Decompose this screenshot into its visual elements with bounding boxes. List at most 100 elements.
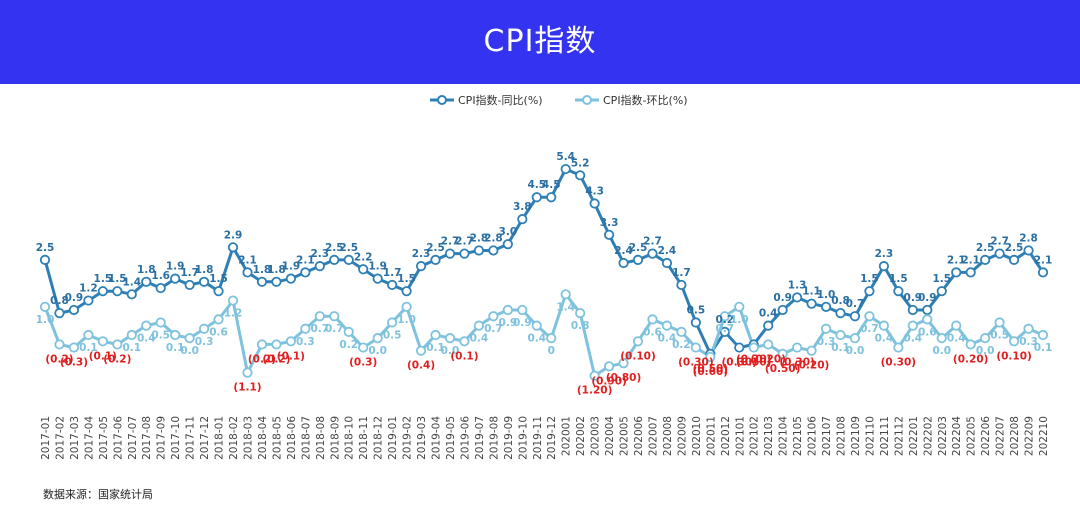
data-point-0-48 [734,342,745,353]
data-label-1-69: 0.1 [1034,342,1053,354]
x-tick-label-7: 2017-08 [141,416,153,460]
data-label-0-15: 1.8 [253,264,272,276]
data-label-0-56: 0.7 [846,298,865,310]
data-label-0-59: 1.5 [889,273,908,285]
data-point-0-42 [647,248,658,259]
data-label-1-25: 1.0 [397,314,416,326]
data-point-0-8 [155,282,166,294]
data-label-1-3: 0.1 [79,342,98,354]
data-point-0-68 [1023,245,1034,256]
data-point-1-12 [213,314,224,325]
data-label-0-25: 1.5 [397,273,416,285]
x-tick-label-58: 202111 [879,416,891,456]
x-tick-label-67: 202208 [1009,416,1021,456]
data-point-1-9 [170,329,181,341]
data-point-0-43 [661,257,673,269]
data-label-1-63: 0.4 [947,333,966,345]
data-label-0-54: 1.0 [817,289,836,301]
x-axis-ticks: 2017-01 2017-02 2017-03 2017-04 2017-05 2017-… [40,416,1050,460]
data-point-1-40 [618,358,629,369]
x-tick-label-66: 202207 [995,416,1007,456]
data-label-0-37: 5.2 [571,157,590,169]
data-label-1-21: 0.2 [339,339,358,351]
data-point-1-53 [806,345,817,356]
x-tick-label-30: 2019-07 [474,416,486,460]
data-label-1-0: 1.0 [36,314,55,326]
data-label-1-54: 0.3 [817,336,836,348]
data-point-0-39 [603,229,615,240]
x-tick-label-18: 2018-07 [300,416,312,460]
data-point-0-13 [227,242,239,253]
data-label-0-32: 3.0 [499,226,518,238]
x-tick-label-29: 2019-06 [459,416,471,460]
data-point-1-43 [661,320,673,331]
data-label-1-26: (0.4) [407,360,435,372]
data-label-1-4: (0.1) [89,350,117,362]
data-point-1-18 [300,323,311,334]
data-point-0-57 [864,286,875,297]
data-point-0-52 [792,292,803,303]
data-point-0-67 [1008,254,1020,265]
data-point-0-59 [893,286,904,297]
data-label-0-49: (0.20) [736,353,772,365]
data-label-0-58: 2.3 [875,248,894,260]
data-label-1-22: (0.3) [349,357,377,369]
x-tick-label-5: 2017-06 [112,416,124,460]
data-label-1-43: 0.4 [658,333,677,345]
data-label-0-11: 1.8 [195,264,214,276]
data-point-0-69 [1037,267,1049,278]
x-tick-label-46: 202011 [705,416,717,456]
x-tick-label-8: 2017-09 [156,416,168,460]
data-point-0-21 [343,254,354,265]
data-label-0-5: 1.5 [108,273,127,285]
data-point-0-30 [473,245,485,256]
x-tick-label-31: 2019-08 [488,416,500,460]
data-point-0-40 [618,257,629,269]
data-point-1-4 [97,336,108,347]
data-label-0-57: 1.5 [860,273,879,285]
x-tick-label-22: 2018-11 [358,416,370,460]
data-point-0-27 [430,254,441,265]
data-point-1-25 [401,301,412,312]
data-point-0-64 [965,267,976,278]
data-label-1-52: (0.30) [779,357,815,369]
data-label-0-16: 1.8 [267,264,286,276]
data-label-0-68: 2.8 [1019,232,1038,244]
data-point-1-14 [242,367,253,378]
data-point-1-63 [951,320,962,331]
data-label-0-0: 2.5 [36,242,55,254]
data-point-0-35 [546,192,557,203]
data-label-1-68: 0.3 [1019,336,1038,348]
data-label-1-1: (0.2) [45,353,73,365]
data-label-1-13: 1.2 [224,308,243,320]
data-label-1-33: 0.9 [513,317,532,329]
x-tick-label-10: 2017-11 [185,416,197,460]
data-label-1-29: (0.1) [450,350,478,362]
data-point-0-5 [112,286,123,297]
legend-label-1: CPI指数-环比(%) [603,93,688,107]
x-tick-label-41: 202006 [633,416,645,456]
x-tick-label-45: 202010 [691,416,703,456]
data-point-0-11 [199,276,210,287]
legend-label-0: CPI指数-同比(%) [458,93,543,107]
x-tick-label-65: 202206 [980,416,992,456]
legend-marker-0 [437,95,447,105]
x-tick-label-39: 202004 [604,416,616,456]
data-point-0-31 [488,245,499,256]
data-label-0-21: 2.5 [339,242,358,254]
data-label-0-55: 0.8 [831,295,850,307]
data-point-1-54 [820,323,832,334]
data-label-1-61: 0.6 [918,326,937,338]
data-label-0-14: 2.1 [238,254,257,266]
data-point-1-65 [980,333,991,344]
data-label-1-39: (0.90) [591,375,627,387]
data-label-0-31: 2.8 [484,232,503,244]
data-label-1-6: 0.1 [122,342,141,354]
x-tick-label-13: 2018-02 [228,416,240,460]
data-label-0-19: 2.3 [311,248,330,260]
data-point-0-33 [517,214,528,225]
x-tick-label-42: 202007 [648,416,660,456]
data-label-1-27: 0.1 [426,342,445,354]
data-label-0-1: 0.8 [50,295,69,307]
data-point-0-55 [835,308,846,319]
